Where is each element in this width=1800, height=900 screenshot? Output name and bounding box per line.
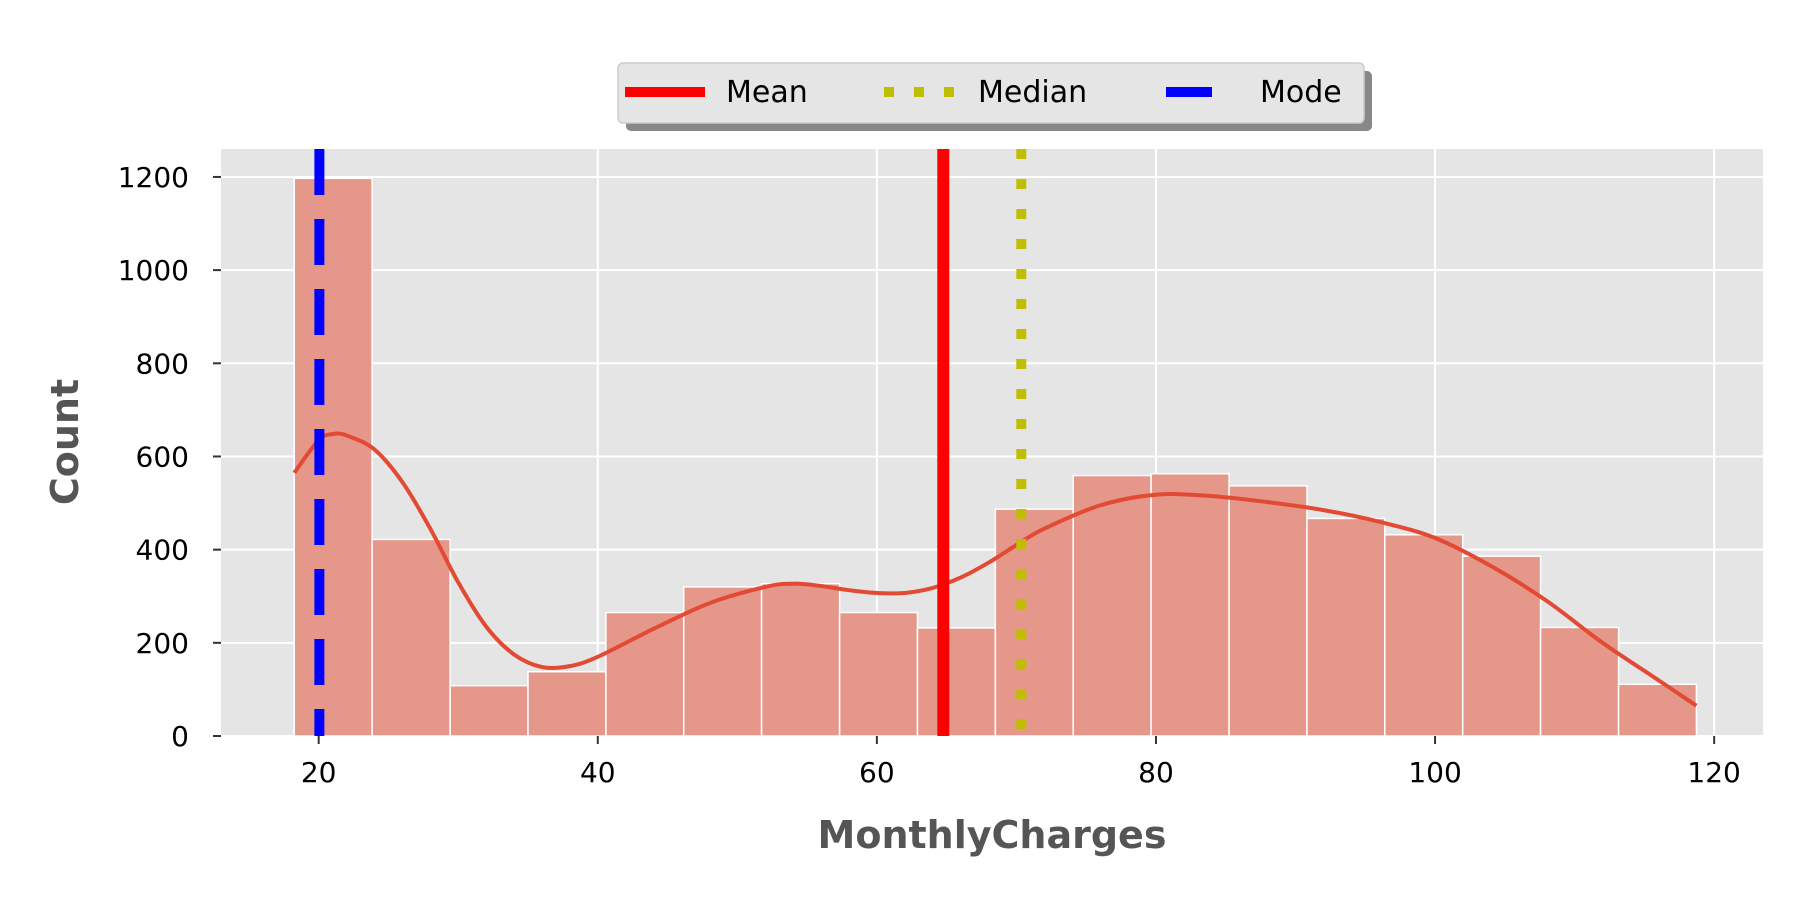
histogram-bar <box>838 611 919 737</box>
y-tick-label: 1000 <box>118 254 189 287</box>
histogram-bar <box>1150 472 1230 737</box>
histogram-bar <box>994 508 1074 737</box>
y-tick-label: 800 <box>136 347 189 380</box>
histogram-bar <box>1461 555 1542 737</box>
legend-median-label: Median <box>978 75 1087 110</box>
histogram-bar <box>371 538 451 737</box>
x-axis-title: MonthlyCharges <box>818 813 1167 857</box>
x-tick-label: 100 <box>1408 756 1461 789</box>
kde-curve-group <box>292 431 1698 708</box>
reference-lines <box>314 149 1027 736</box>
x-tick-label: 120 <box>1687 756 1740 789</box>
x-tick-label: 40 <box>580 756 616 789</box>
y-tick-label: 200 <box>136 627 189 660</box>
kde-curve <box>292 431 1698 708</box>
legend-box <box>617 62 1365 124</box>
legend-mean-label: Mean <box>726 75 808 110</box>
histogram-bar <box>527 670 607 737</box>
histogram-bar <box>1384 533 1464 737</box>
x-tick-label: 60 <box>859 756 895 789</box>
histogram-bar <box>760 582 841 737</box>
histogram-bar <box>916 627 997 737</box>
y-axis-title: Count <box>43 379 87 505</box>
legend-mode-label: Mode <box>1260 75 1342 110</box>
y-tick-label: 1200 <box>118 161 189 194</box>
histogram-bar <box>1228 485 1308 737</box>
legend: Mean Median Mode <box>617 62 1372 131</box>
histogram-bar <box>449 684 529 737</box>
y-tick-label: 400 <box>136 534 189 567</box>
x-tick-label: 80 <box>1138 756 1174 789</box>
y-tick-label: 0 <box>171 720 189 753</box>
histogram-bar <box>1617 683 1698 737</box>
histogram-bar <box>1072 474 1152 737</box>
histogram-bar <box>1306 517 1386 737</box>
x-tick-label: 20 <box>301 756 337 789</box>
histogram-bar <box>682 586 763 737</box>
y-tick-label: 600 <box>136 440 189 473</box>
